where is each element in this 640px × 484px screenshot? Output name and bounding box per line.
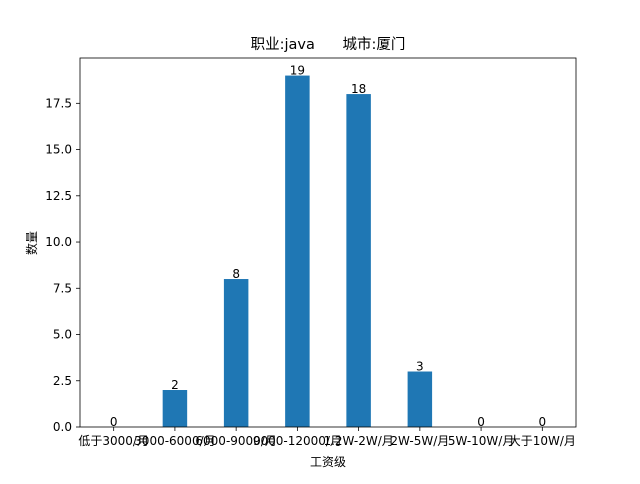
bar-value-label-4: 18	[351, 82, 366, 96]
y-tick-label-1: 2.5	[53, 374, 72, 388]
x-tick-label-7: 大于10W/月	[509, 434, 576, 448]
bar-value-label-0: 0	[110, 415, 118, 429]
x-tick-label-0: 低于3000/月	[78, 434, 149, 448]
bar-2	[223, 279, 249, 427]
y-tick-label-3: 7.5	[53, 281, 72, 295]
x-tick-label-3: 9000-12000/月	[253, 434, 342, 448]
x-tick-label-5: 2W-5W/月	[390, 434, 449, 448]
y-tick-label-0: 0.0	[53, 420, 72, 434]
y-tick-label-6: 15.0	[45, 143, 72, 157]
bar-1	[162, 390, 188, 427]
chart-title: 职业:java 城市:厦门	[251, 36, 406, 53]
bar-value-label-6: 0	[477, 415, 485, 429]
y-tick-label-2: 5.0	[53, 328, 72, 342]
y-axis-label: 数量	[24, 231, 39, 255]
x-tick-label-4: 1.2W-2W/月	[323, 434, 393, 448]
bar-5	[407, 371, 433, 427]
x-tick-label-1: 3000-6000/月	[134, 434, 215, 448]
x-axis: 低于3000/月3000-6000/月6000-9000/月9000-12000…	[78, 427, 576, 448]
bar-value-label-5: 3	[416, 360, 424, 374]
y-axis: 0.0 2.5 5.0 7.5 10.0 12.5 15.0 17.5	[45, 96, 80, 434]
y-tick-label-4: 10.0	[45, 235, 72, 249]
y-tick-label-7: 17.5	[45, 96, 72, 110]
bar-4	[346, 94, 371, 427]
y-tick-label-5: 12.5	[45, 189, 72, 203]
x-axis-label: 工资级	[310, 455, 346, 469]
bar-value-label-1: 2	[171, 378, 179, 392]
bars-group: 0 2 8 19 18 3 0 0	[110, 64, 546, 429]
bar-3	[285, 75, 310, 428]
bar-value-label-7: 0	[539, 415, 547, 429]
bar-value-label-3: 19	[290, 64, 305, 78]
x-tick-label-2: 6000-9000/月	[195, 434, 276, 448]
plot-frame	[79, 57, 577, 428]
bar-value-label-2: 8	[232, 267, 240, 281]
x-tick-label-6: 5W-10W/月	[448, 434, 515, 448]
